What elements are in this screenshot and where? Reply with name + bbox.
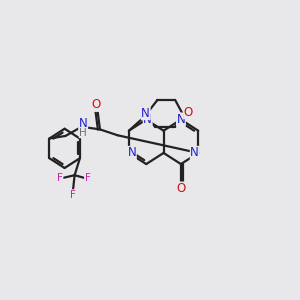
Text: N: N <box>141 106 150 119</box>
Text: F: F <box>85 173 91 183</box>
Text: F: F <box>57 173 63 183</box>
Text: F: F <box>70 190 76 200</box>
Text: O: O <box>92 98 101 111</box>
Text: N: N <box>143 113 152 126</box>
Text: O: O <box>176 182 185 195</box>
Text: O: O <box>184 106 193 118</box>
Text: H: H <box>79 128 87 138</box>
Text: N: N <box>190 146 199 159</box>
Text: N: N <box>176 113 185 126</box>
Text: N: N <box>128 146 136 159</box>
Text: N: N <box>79 117 88 130</box>
